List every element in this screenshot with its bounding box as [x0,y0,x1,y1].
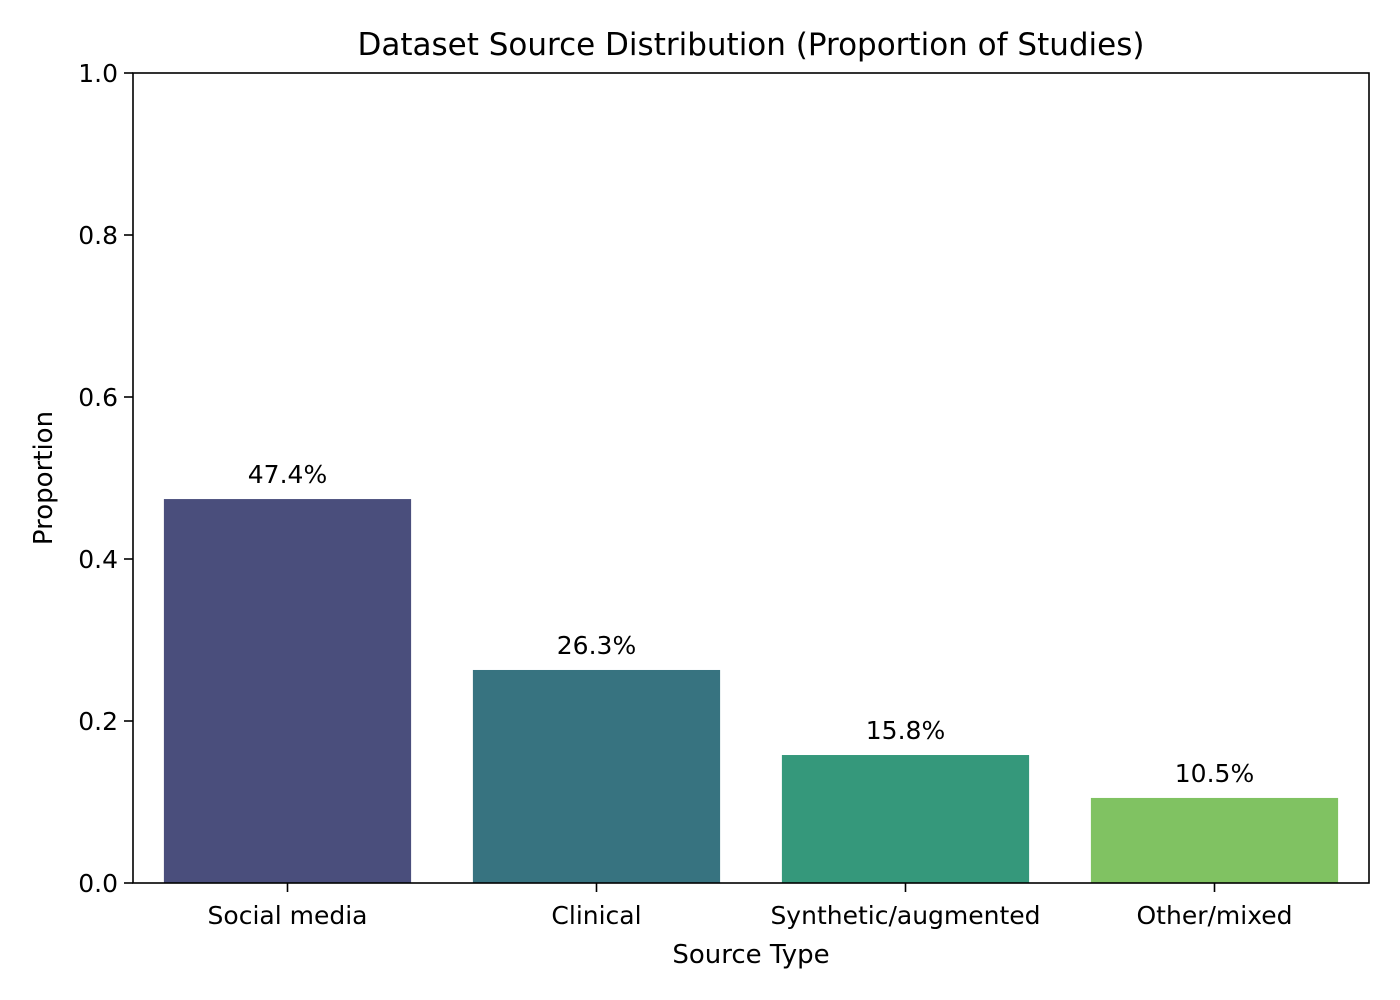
x-axis-label: Source Type [672,940,829,970]
data-label-3: 10.5% [1175,759,1254,788]
bar-3 [1090,797,1339,883]
plot-frame [132,72,1370,884]
x-axis: Social media Clinical Synthetic/augmented O… [208,883,1293,930]
y-tick-label-2: 0.4 [78,545,118,574]
x-tick-label-3: Other/mixed [1137,901,1293,930]
y-tick-label-5: 1.0 [78,59,118,88]
bar-2 [781,755,1030,883]
data-label-1: 26.3% [557,631,636,660]
chart-title: Dataset Source Distribution (Proportion … [357,27,1144,63]
y-tick-label-1: 0.2 [78,707,118,736]
bar-0 [163,499,412,883]
x-tick-label-1: Clinical [551,901,641,930]
data-labels-group: 47.4% 26.3% 15.8% 10.5% [248,460,1254,788]
y-tick-label-3: 0.6 [78,383,118,412]
y-axis: 0.0 0.2 0.4 0.6 0.8 1.0 [78,59,133,898]
x-tick-label-0: Social media [208,901,368,930]
data-label-2: 15.8% [866,716,945,745]
y-tick-label-4: 0.8 [78,221,118,250]
data-label-0: 47.4% [248,460,327,489]
x-tick-label-2: Synthetic/augmented [770,901,1040,930]
y-tick-label-0: 0.0 [78,869,118,898]
bar-1 [472,669,721,883]
y-axis-label: Proportion [29,411,59,545]
bars-group [163,499,1339,883]
